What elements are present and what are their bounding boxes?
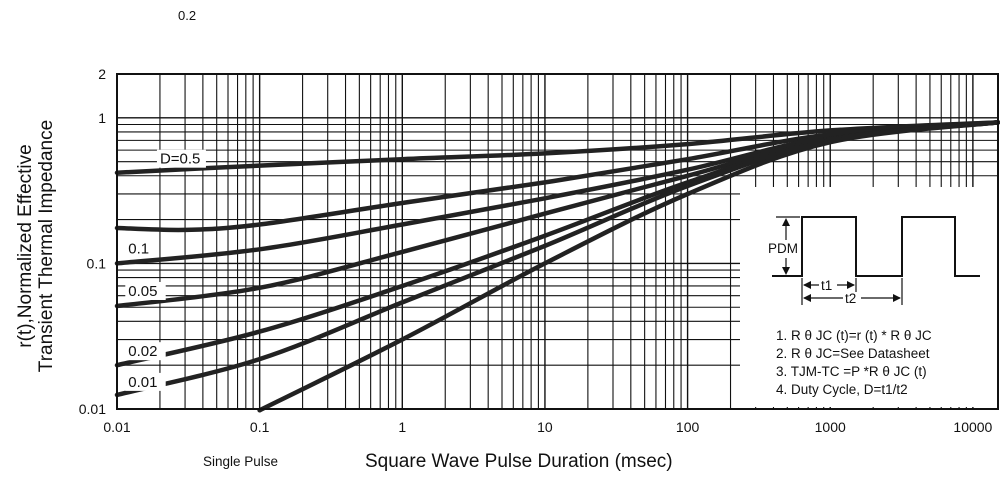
y-axis-title-line2: Transient Thermal Impedance: [36, 120, 57, 372]
curve-label-bg: [125, 239, 158, 258]
y-tick-label: 0.01: [79, 401, 106, 417]
tick-labels: 0.01 0.1 1 10 100 1000 10000 0.01 0.1 1 2: [79, 66, 993, 435]
curve-label-0-1: 0.1: [128, 240, 149, 257]
y-axis-title-line1: r(t),Normalized Effective: [15, 144, 36, 347]
t2-arrow-right: [893, 294, 901, 302]
curve-label-0-02: 0.02: [128, 343, 157, 360]
curve-label-0-05: 0.05: [128, 283, 157, 300]
x-tick-label: 0.01: [103, 419, 130, 435]
plot-frame: [116, 73, 999, 410]
pdm-arrow-up: [782, 218, 790, 226]
pdm-arrow-down: [782, 267, 790, 275]
x-axis-title: Square Wave Pulse Duration (msec): [365, 451, 673, 472]
pulse-waveform: [772, 216, 980, 277]
x-tick-label: 0.1: [250, 419, 270, 435]
t1-arrow-left: [803, 281, 811, 289]
x-tick-label: 1000: [815, 419, 846, 435]
curve-label-0-01: 0.01: [128, 374, 157, 391]
x-tick-label: 10000: [953, 419, 992, 435]
x-tick-label: 100: [676, 419, 700, 435]
curve-label-bg: [125, 281, 166, 300]
t1-label: t1: [821, 278, 832, 293]
curve-label-bg: [156, 149, 206, 168]
t1-arrow-right: [847, 281, 855, 289]
single-pulse-label: Single Pulse: [203, 454, 278, 469]
inset-note-2: 2. R θ JC=See Datasheet: [776, 346, 930, 361]
y-tick-label: 0.1: [87, 255, 107, 271]
curve-single-pulse: [257, 120, 1000, 413]
t2-label: t2: [845, 291, 856, 306]
y-tick-label: 2: [98, 66, 106, 82]
curve-label-bg: [125, 372, 166, 391]
curve-label-bg: [125, 342, 166, 361]
curves: [114, 120, 1000, 413]
inset-note-4: 4. Duty Cycle, D=t1/t2: [776, 382, 908, 397]
t2-arrow-left: [803, 294, 811, 302]
t1-label-bg: [819, 278, 837, 292]
inset-note-3: 3. TJM-TC =P *R θ JC (t): [776, 364, 927, 379]
y-tick-label: 1: [98, 110, 106, 126]
pdm-label-bg: [766, 240, 800, 258]
curve-labels: D=0.5 0.1 0.05 0.02 0.01: [125, 149, 206, 391]
curve-label-d-0-5: D=0.5: [160, 151, 200, 168]
curve-0-2: [114, 120, 1000, 233]
x-tick-label: 1: [398, 419, 406, 435]
pdm-label: PDM: [768, 241, 798, 256]
x-tick-label: 10: [537, 419, 553, 435]
inset-note-1: 1. R θ JC (t)=r (t) * R θ JC: [776, 328, 932, 343]
stray-label: 0.2: [178, 8, 196, 23]
curve-d-0-5: [114, 120, 1000, 175]
pulse-diagram: PDM t1 t2 1. R θ JC (t)=r (t) * R θ JC 2…: [766, 216, 980, 397]
t2-label-bg: [843, 291, 861, 305]
